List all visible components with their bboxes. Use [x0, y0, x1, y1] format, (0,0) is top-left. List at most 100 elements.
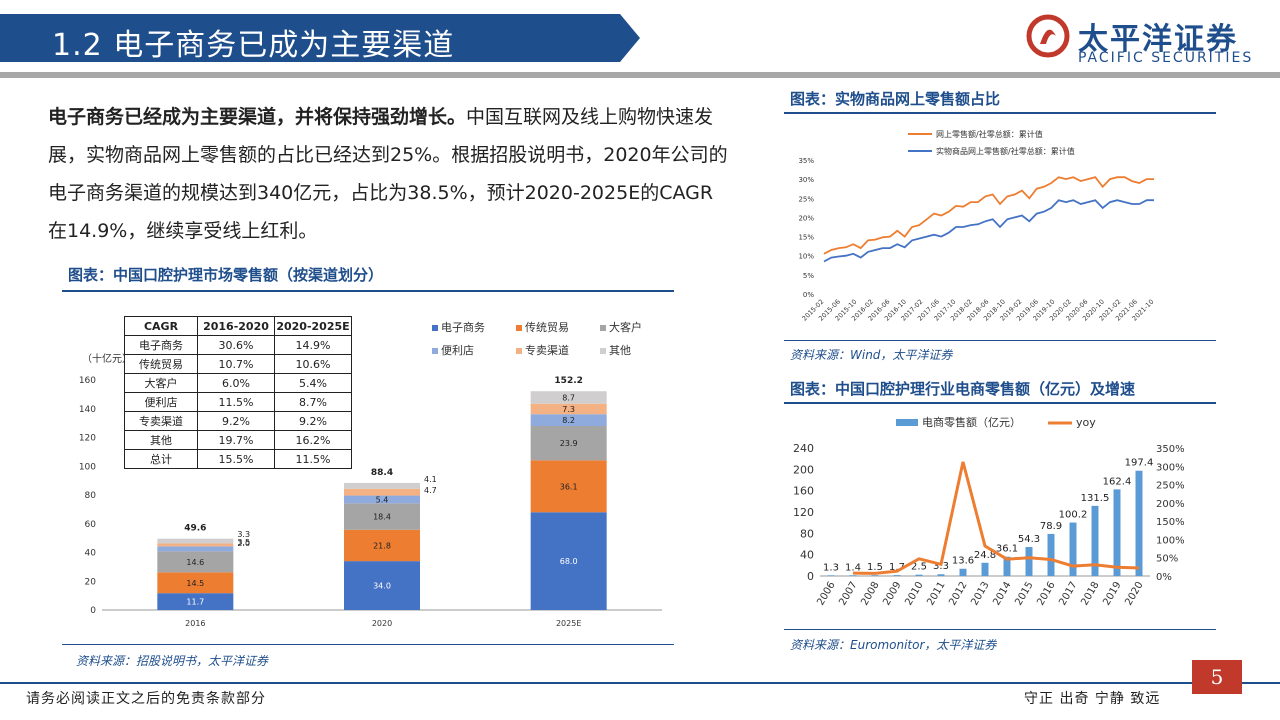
- y-tick-label: 40: [85, 549, 97, 559]
- bar-value-label: 2.5: [911, 562, 927, 573]
- right-top-rule: [784, 112, 1216, 114]
- y-tick-label: 25%: [798, 195, 814, 203]
- legend-label: 网上零售额/社零总额：累计值: [936, 129, 1043, 139]
- bar: [893, 575, 901, 576]
- bar-value-label: 36.1: [996, 544, 1018, 555]
- bar: [1047, 533, 1055, 576]
- bar-value-label: 1.4: [845, 562, 861, 573]
- bar: [871, 575, 879, 576]
- bar-value-label: 4.1: [424, 475, 437, 484]
- bar-value-label: 14.5: [186, 579, 204, 588]
- slogan: 守正 出奇 宁静 致远: [1024, 691, 1161, 707]
- cagr-header-cell: CAGR: [124, 316, 198, 336]
- bar: [1091, 505, 1099, 576]
- x-tick-label: 2019: [1101, 580, 1123, 608]
- y-tick-label: 0: [90, 606, 96, 616]
- series-line: [823, 199, 1154, 263]
- page-number: 5: [1192, 660, 1242, 694]
- cagr-header-row: CAGR 2016-2020 2020-2025E: [124, 316, 352, 336]
- bar: [1113, 489, 1121, 576]
- right-top-bottom-rule: [784, 340, 1216, 341]
- y-tick-label: 120: [793, 506, 814, 519]
- logo-icon: [1026, 14, 1070, 58]
- y-tick-label: 120: [79, 434, 96, 444]
- logo: 太平洋证券 PACIFIC SECURITIES: [1026, 10, 1266, 70]
- left-chart-title: 图表：中国口腔护理市场零售额（按渠道划分）: [68, 266, 384, 284]
- bar-value-label: 100.2: [1059, 510, 1088, 521]
- legend-item: 其他: [600, 342, 631, 358]
- legend-item: 电子商务: [432, 319, 485, 335]
- bar-segment: [530, 414, 607, 426]
- bar-value-label: 14.6: [186, 558, 204, 567]
- bar-value-label: 8.7: [562, 393, 575, 402]
- legend-item: 传统贸易: [516, 319, 569, 335]
- y-tick-label: 30%: [798, 176, 814, 184]
- right-bottom-bottom-rule: [784, 629, 1216, 630]
- y2-tick-label: 300%: [1156, 462, 1185, 473]
- y2-tick-label: 150%: [1156, 517, 1185, 528]
- bar-total-label: 88.4: [371, 468, 393, 478]
- bar: [981, 562, 989, 576]
- x-tick-label: 2020: [372, 619, 392, 628]
- legend-swatch: [516, 325, 522, 331]
- table-row: 专卖渠道 9.2% 9.2%: [124, 411, 352, 431]
- y-tick-label: 100: [79, 462, 96, 472]
- bar: [959, 568, 967, 576]
- x-tick-label: 2017: [1057, 580, 1079, 608]
- paragraph-lead: 电子商务已经成为主要渠道，并将保持强劲增长。: [48, 106, 467, 128]
- cagr-header-cell: 2020-2025E: [274, 316, 352, 336]
- bar-value-label: 78.9: [1040, 521, 1062, 532]
- right-bottom-rule: [784, 402, 1216, 404]
- header-rule: [0, 72, 1280, 78]
- y-tick-label: 35%: [798, 157, 814, 165]
- y-tick-label: 240: [793, 442, 814, 455]
- left-chart-bottom-rule: [62, 644, 674, 645]
- x-tick-label: 2008: [859, 580, 881, 608]
- y-tick-label: 20: [85, 577, 97, 587]
- legend-swatch: [600, 325, 606, 331]
- y-tick-label: 200: [793, 463, 814, 476]
- footer-rule: [0, 682, 1280, 684]
- x-tick-label: 2012: [947, 580, 969, 608]
- x-tick-label: 2006: [815, 580, 837, 608]
- table-cell: 14.9%: [274, 335, 352, 355]
- main-paragraph: 电子商务已经成为主要渠道，并将保持强劲增长。中国互联网及线上购物快速发展，实物商…: [48, 98, 728, 250]
- bar-segment: [157, 546, 234, 552]
- legend-label: 专卖渠道: [525, 344, 569, 357]
- y-tick-label: 10%: [798, 253, 814, 261]
- bar-value-label: 3.3: [237, 530, 250, 539]
- bar-total-label: 152.2: [554, 376, 582, 386]
- table-row: 传统贸易 10.7% 10.6%: [124, 354, 352, 374]
- logo-cn-text: 太平洋证券: [1078, 22, 1238, 57]
- bar-segment: [157, 543, 234, 547]
- bar-value-label: 1.7: [889, 562, 905, 573]
- bar-segment: [530, 512, 607, 610]
- bar-value-label: 162.4: [1103, 476, 1132, 487]
- bar: [1003, 556, 1011, 576]
- bar-value-label: 34.0: [373, 582, 391, 591]
- stacked-bar-chart: （十亿元） 0 20 40 60 80 100 120 140 160 11.7 14.5 14.6 3.…: [79, 352, 662, 628]
- bar-value-label: 4.7: [424, 486, 437, 495]
- y2-tick-label: 350%: [1156, 444, 1185, 455]
- y-tick-label: 160: [793, 485, 814, 498]
- series-line: [823, 176, 1154, 255]
- y2-tick-label: 250%: [1156, 481, 1185, 492]
- bar-value-label: 23.9: [560, 439, 578, 448]
- legend-label: 其他: [609, 344, 631, 357]
- y-tick-label: 160: [79, 376, 96, 386]
- table-cell: 传统贸易: [124, 354, 198, 374]
- y-tick-label: 140: [79, 405, 96, 415]
- bar: [915, 574, 923, 576]
- bar-segment: [530, 391, 607, 404]
- table-row: 总计 15.5% 11.5%: [124, 449, 352, 469]
- x-tick-label: 2020: [1123, 580, 1145, 608]
- bar-segment: [530, 460, 607, 513]
- y-tick-label: 0: [807, 570, 814, 583]
- legend-label: 电子商务: [441, 321, 485, 334]
- y2-tick-label: 100%: [1156, 535, 1185, 546]
- bar-segment: [530, 426, 607, 461]
- x-tick-label: 2015: [1013, 580, 1035, 608]
- ecommerce-sales-chart: 电商零售额（亿元） yoy 0 40 80 120 160 200 240 0% 50% 100% 15…: [793, 415, 1185, 608]
- y-tick-label: 0%: [803, 291, 814, 299]
